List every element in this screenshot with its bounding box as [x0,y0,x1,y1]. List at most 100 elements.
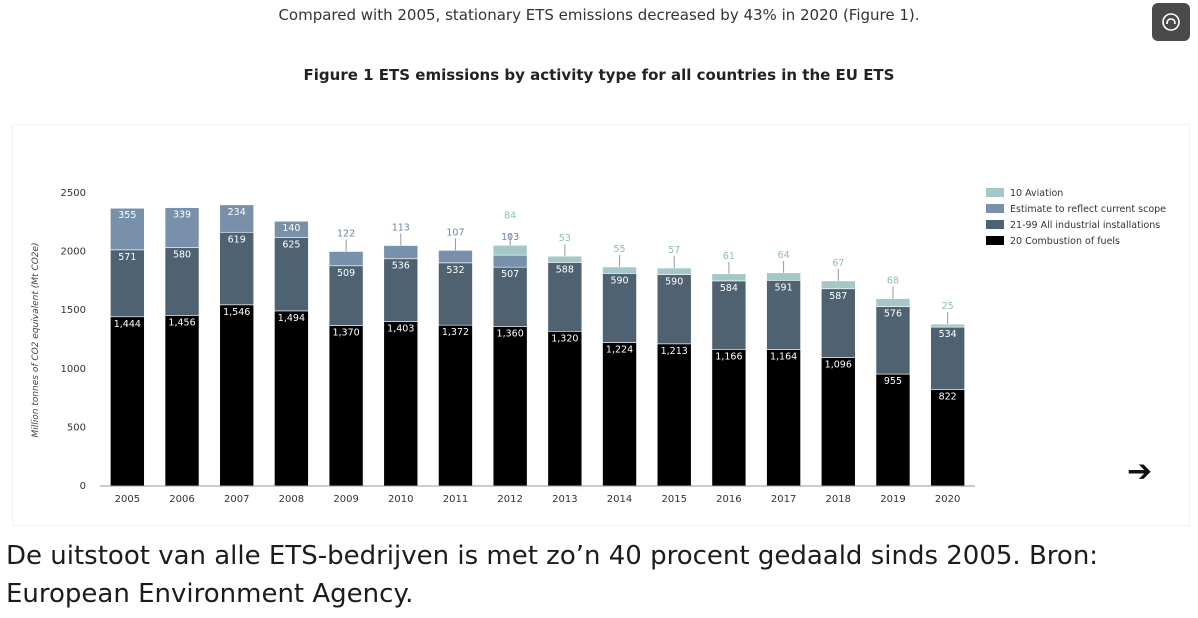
bar-segment [438,262,473,326]
bar-segment [164,207,200,248]
data-label: 1,213 [661,346,688,357]
data-label: 580 [173,249,191,260]
bar-segment [492,266,528,327]
data-label: 140 [282,223,300,234]
legend-swatch [986,220,1004,229]
bar-segment [602,342,637,487]
bar-segment [547,330,583,487]
data-label: 532 [446,265,464,276]
data-label: 84 [504,210,516,221]
bar-segment [438,324,473,487]
data-label: 67 [832,258,844,269]
bar-segment [875,373,911,487]
data-label: 591 [775,282,793,293]
bar-segment [164,315,200,487]
data-label: 576 [884,309,902,320]
bar-segment [547,262,583,332]
data-label: 1,166 [715,351,742,362]
legend-swatch [986,204,1004,213]
y-axis: 0 500 1000 1500 2000 2500 [61,188,86,492]
bar-segment [328,265,364,326]
bar-segment [274,220,309,238]
data-label: 339 [173,210,191,221]
bar-segment [711,349,747,487]
data-label: 590 [665,277,683,288]
data-label: 588 [556,264,574,275]
bar-segment [656,267,692,275]
x-tick-label: 2006 [169,494,194,505]
data-label: 25 [942,301,954,312]
data-label: 1,360 [497,329,524,340]
bar-segment [383,258,419,322]
bar-segment [602,273,637,343]
data-label: 509 [337,268,355,279]
bar-segment [328,325,364,487]
data-label: 57 [668,245,680,256]
data-label: 61 [723,251,735,262]
fullscreen-icon [1162,13,1180,31]
legend-entry: Estimate to reflect current scope [1010,204,1166,215]
y-tick-label: 1500 [61,305,86,316]
bar-segment [820,357,856,487]
x-tick-label: 2017 [771,494,796,505]
y-tick-label: 0 [80,481,86,492]
bar-segment [820,280,856,290]
bar-segment [766,280,801,350]
bar-segment [110,316,145,487]
data-label: 536 [392,261,410,272]
data-label: 534 [939,329,957,340]
data-label: 64 [778,250,790,261]
y-axis-label: Million tonnes of CO2 equivalent (Mt CO2… [31,242,41,437]
x-tick-label: 2016 [716,494,741,505]
bar-segment [110,207,145,251]
data-label: 53 [559,233,571,244]
caption: De uitstoot van alle ETS-bedrijven is me… [6,541,1099,609]
x-tick-label: 2019 [880,494,905,505]
data-label: 1,320 [551,333,578,344]
x-tick-label: 2015 [661,494,686,505]
y-tick-label: 500 [67,422,86,433]
data-label: 625 [282,240,300,251]
bar-segment [820,288,856,358]
data-label: 571 [118,252,136,263]
arrow-right-icon: ➔ [1127,454,1153,489]
bar-segment [274,237,309,312]
data-label: 234 [228,207,246,218]
bar-segment [328,251,364,267]
bar-segment [875,306,911,375]
data-label: 1,546 [223,307,250,318]
stacked-bar-chart: 0 500 1000 1500 2000 2500 Million tonnes of C… [31,188,1166,505]
data-label: 1,370 [332,327,359,338]
data-label: 1,224 [606,345,633,356]
bar-segment [656,274,692,345]
bar-segment [875,298,911,307]
bar-segment [930,389,965,487]
bar-segment [930,326,965,390]
bar-segment [766,349,801,487]
data-label: 590 [610,275,628,286]
bar-segment [711,273,747,282]
bar-segment [274,310,309,487]
y-tick-label: 1000 [61,364,86,375]
data-label: 1,456 [168,317,195,328]
data-label: 122 [337,228,355,239]
bar-segment [766,272,801,281]
x-tick-label: 2012 [497,494,522,505]
data-label: 1,096 [825,360,852,371]
bar-segment [438,250,473,264]
intro-text: Compared with 2005, stationary ETS emiss… [278,6,920,24]
bar-segment [656,343,692,487]
data-label: 55 [613,244,625,255]
next-button[interactable]: ➔ [1127,454,1152,490]
data-label: 584 [720,283,738,294]
x-tick-label: 2014 [607,494,632,505]
y-tick-label: 2000 [61,247,86,258]
legend-swatch [986,188,1004,197]
data-label: 955 [884,376,902,387]
bars: 1,444 571 355 1,456 580 339 1,546 619 234 1,494 62… [110,204,965,487]
bar-segment [164,247,200,316]
data-label: 1,494 [278,313,305,324]
data-label: 113 [392,223,410,234]
fullscreen-button[interactable] [1152,3,1190,41]
x-tick-label: 2011 [443,494,468,505]
